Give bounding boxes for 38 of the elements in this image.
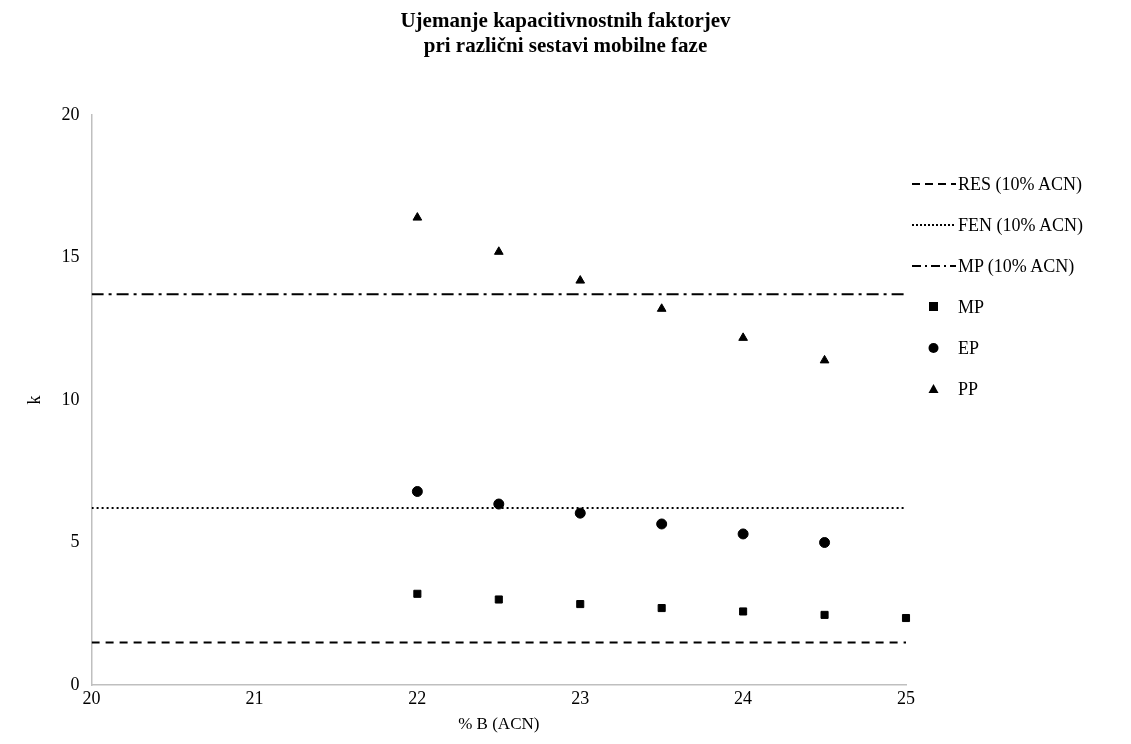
legend-label: EP [958, 337, 980, 359]
point [738, 332, 748, 341]
point [737, 528, 749, 540]
point [819, 354, 830, 364]
y-tick-label: 0 [70, 673, 80, 694]
legend-label: PP [958, 378, 979, 400]
legend-label: RES (10% ACN) [958, 173, 1083, 195]
point [819, 537, 831, 548]
point [574, 507, 586, 519]
point [493, 246, 504, 255]
x-tick-label: 25 [897, 687, 915, 708]
point [412, 212, 423, 221]
point [413, 589, 422, 598]
point [656, 303, 667, 312]
point [657, 604, 666, 613]
point [411, 485, 423, 497]
x-tick-label: 23 [571, 687, 590, 708]
y-tick-label: 5 [70, 531, 80, 552]
point [739, 607, 748, 616]
y-tick-label: 20 [61, 103, 80, 124]
y-tick-label: 10 [61, 388, 80, 409]
x-tick-label: 21 [245, 687, 264, 708]
chart-title: Ujemanje kapacitivnostnih faktorjev pri različni sestavi mobilne faze [399, 8, 732, 58]
x-tick-label: 22 [408, 687, 427, 708]
legend-label: MP [958, 296, 985, 318]
point [656, 518, 668, 530]
legend-label: FEN (10% ACN) [958, 214, 1083, 236]
point [575, 275, 586, 284]
point [576, 600, 585, 609]
x-axis-title: % B (ACN) [458, 714, 540, 734]
point [494, 595, 503, 604]
y-axis-title: k [23, 395, 44, 405]
point [820, 610, 829, 619]
x-tick-label: 24 [734, 687, 753, 708]
point [493, 498, 505, 510]
y-tick-label: 15 [61, 246, 80, 267]
point [901, 613, 911, 623]
legend-label: MP (10% ACN) [958, 255, 1075, 277]
